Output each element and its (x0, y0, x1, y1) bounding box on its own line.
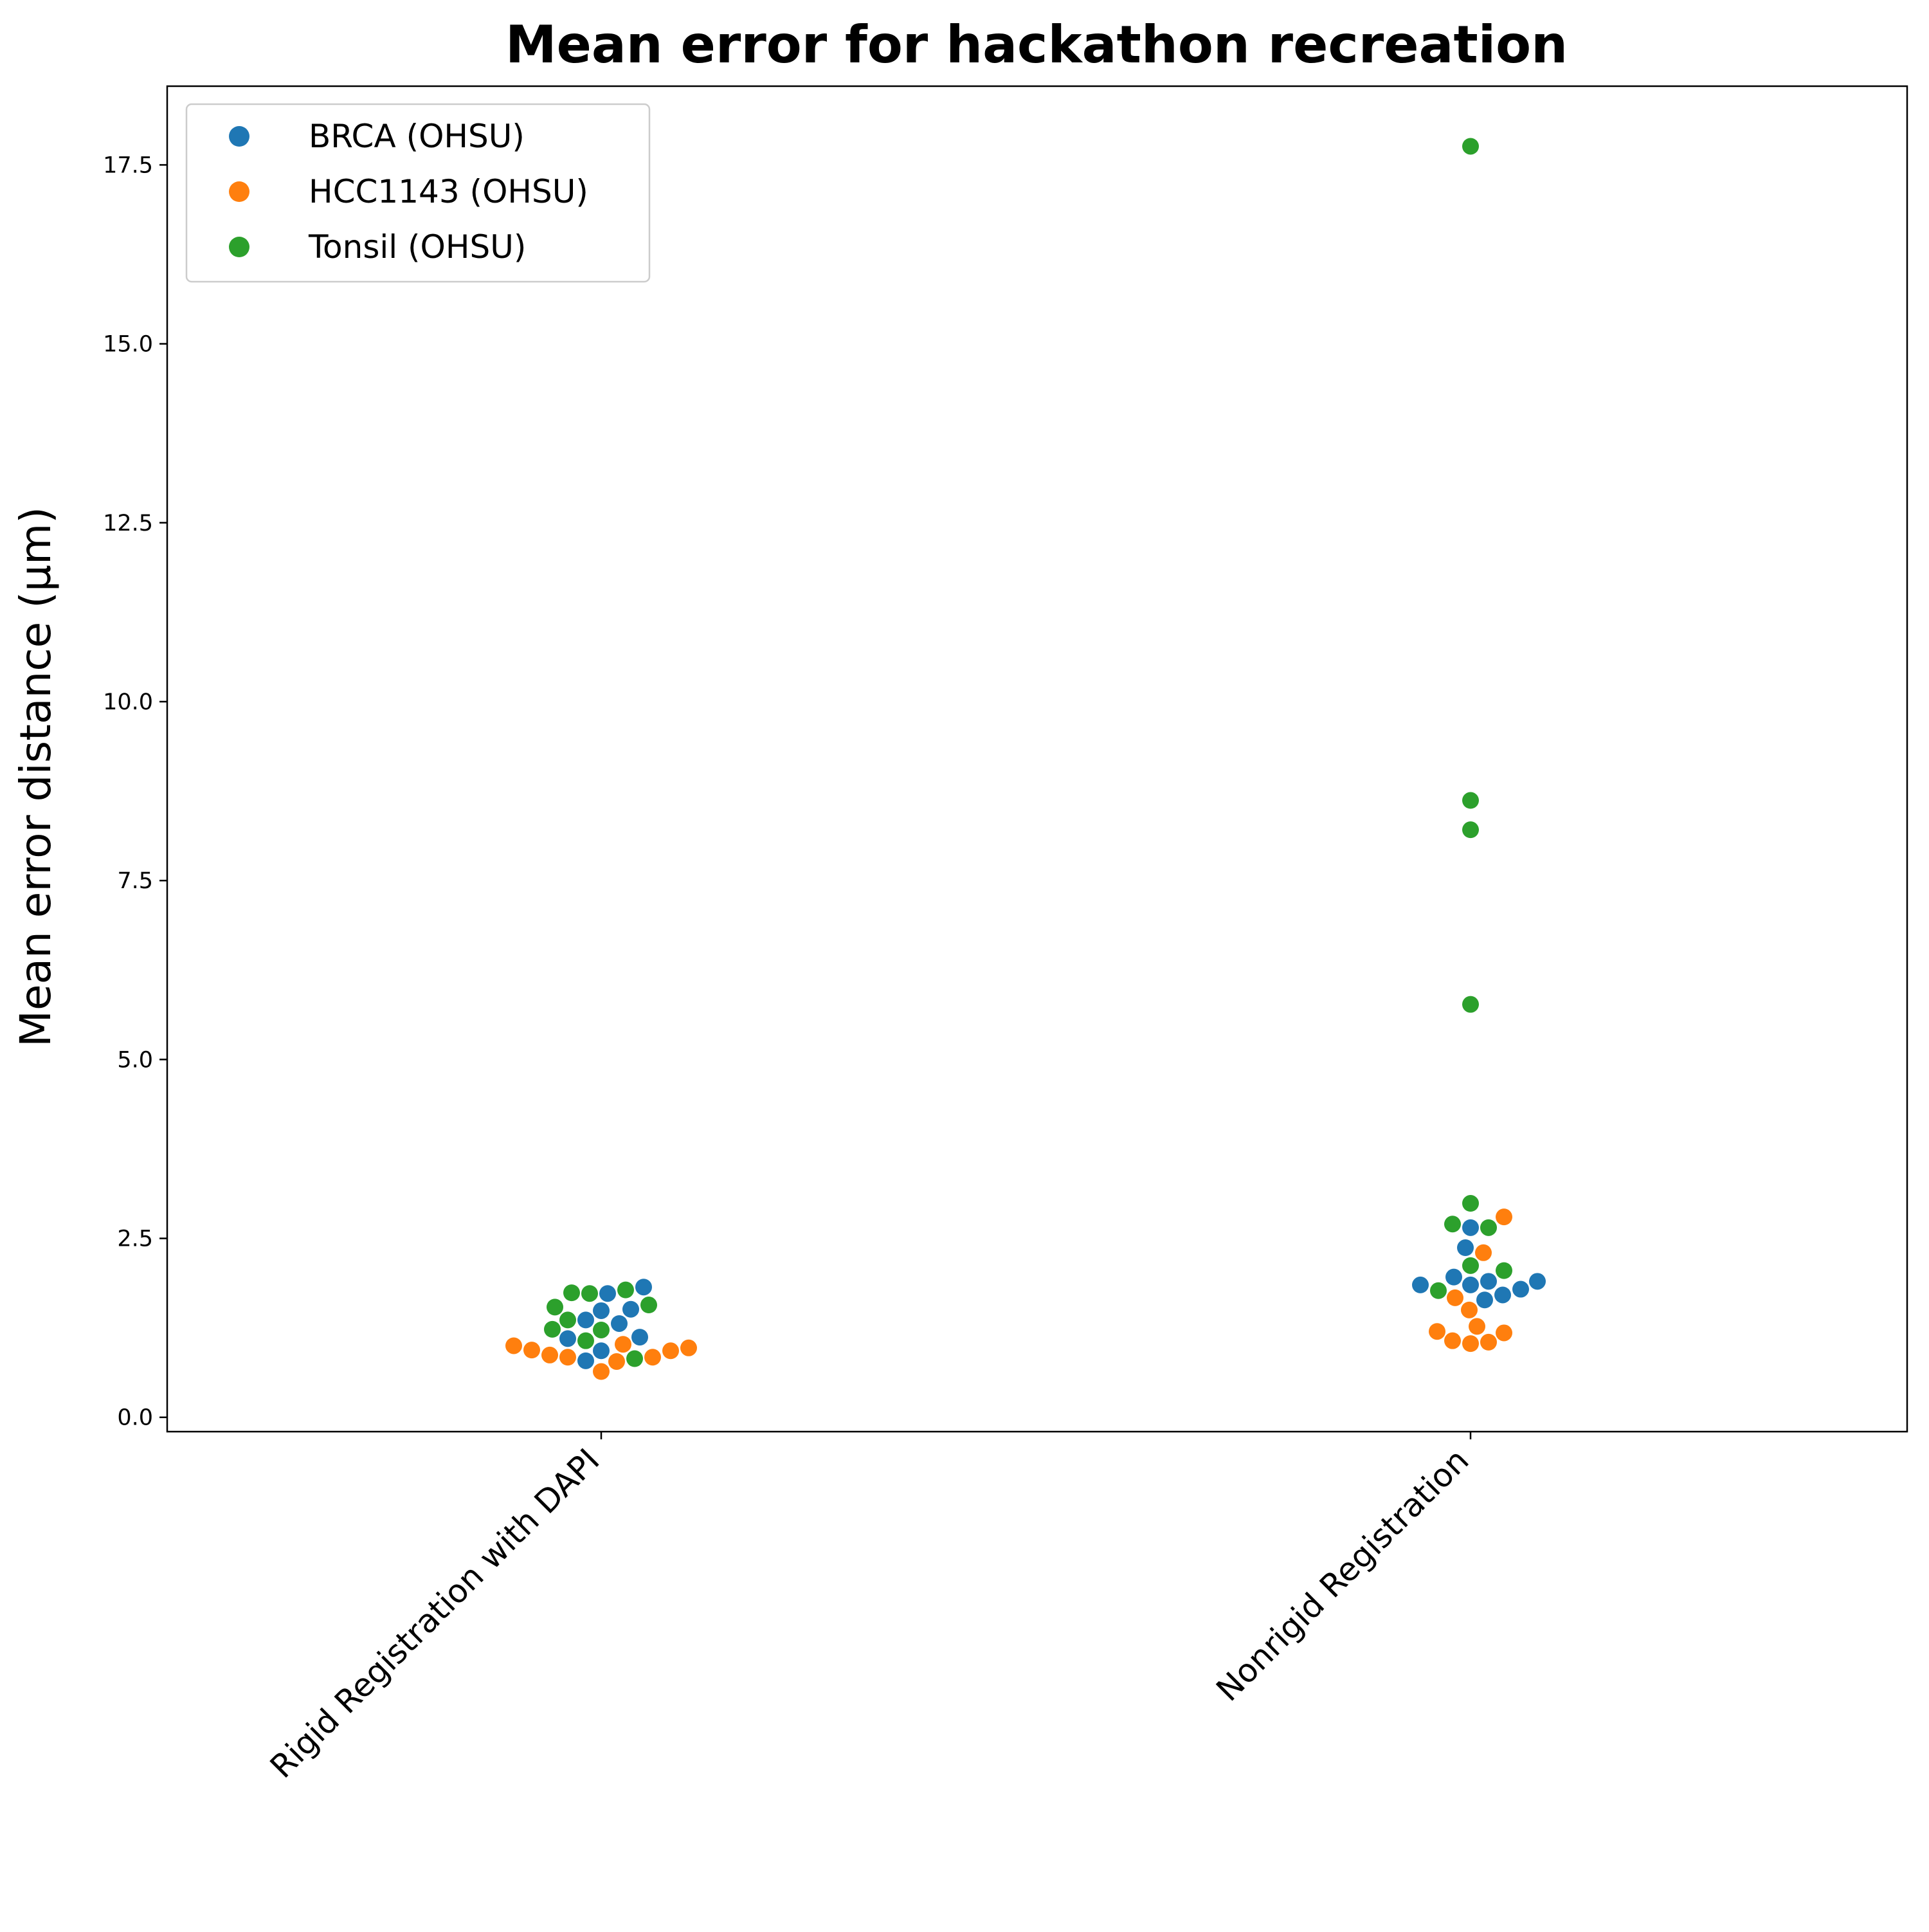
data-point-tonsil-ohsu (1462, 1195, 1479, 1212)
y-tick-label: 0.0 (117, 1405, 153, 1431)
y-tick-label: 17.5 (103, 152, 153, 178)
legend-label: Tonsil (OHSU) (308, 228, 526, 266)
data-point-brca-ohsu (622, 1300, 639, 1318)
data-point-tonsil-ohsu (1462, 996, 1479, 1013)
y-tick-label: 10.0 (103, 689, 153, 715)
data-point-brca-ohsu (1480, 1273, 1497, 1290)
data-point-hcc1143-ohsu (1447, 1289, 1463, 1306)
data-point-brca-ohsu (593, 1342, 610, 1360)
data-point-tonsil-ohsu (1430, 1282, 1447, 1299)
axes-frame (166, 85, 1908, 1433)
data-point-hcc1143-ohsu (1429, 1323, 1445, 1340)
data-point-hcc1143-ohsu (644, 1349, 661, 1366)
data-point-hcc1143-ohsu (505, 1337, 522, 1354)
legend: BRCA (OHSU) HCC1143 (OHSU) Tonsil (OHSU) (185, 103, 651, 283)
data-point-brca-ohsu (1494, 1286, 1511, 1304)
data-point-tonsil-ohsu (593, 1321, 610, 1338)
data-point-hcc1143-ohsu (1461, 1301, 1478, 1318)
data-point-brca-ohsu (631, 1329, 648, 1346)
y-tick-label: 15.0 (103, 332, 153, 358)
legend-marker (229, 126, 249, 147)
data-point-hcc1143-ohsu (608, 1353, 625, 1370)
data-point-brca-ohsu (1529, 1273, 1546, 1290)
data-point-hcc1143-ohsu (1496, 1208, 1512, 1226)
data-point-tonsil-ohsu (626, 1350, 643, 1367)
data-point-hcc1143-ohsu (1469, 1318, 1485, 1335)
data-point-tonsil-ohsu (577, 1332, 594, 1349)
data-point-hcc1143-ohsu (559, 1349, 576, 1366)
y-tick-label: 12.5 (103, 511, 153, 536)
legend-label: BRCA (OHSU) (309, 118, 525, 155)
data-point-tonsil-ohsu (640, 1297, 657, 1314)
data-point-tonsil-ohsu (547, 1299, 563, 1316)
y-tick-label: 2.5 (117, 1226, 153, 1252)
data-point-tonsil-ohsu (559, 1311, 576, 1329)
data-point-tonsil-ohsu (1496, 1262, 1512, 1279)
y-axis-label: Mean error distance (µm) (11, 507, 60, 1047)
data-point-hcc1143-ohsu (1480, 1333, 1497, 1351)
legend-marker (229, 237, 249, 257)
data-point-tonsil-ohsu (617, 1281, 634, 1299)
data-point-brca-ohsu (635, 1279, 652, 1296)
data-point-hcc1143-ohsu (1496, 1324, 1512, 1342)
data-point-tonsil-ohsu (1462, 1257, 1479, 1274)
data-point-hcc1143-ohsu (615, 1336, 631, 1353)
data-point-brca-ohsu (599, 1285, 616, 1302)
data-point-brca-ohsu (1457, 1239, 1474, 1257)
data-point-brca-ohsu (1462, 1219, 1479, 1236)
data-point-hcc1143-ohsu (1462, 1335, 1479, 1353)
y-tick-label: 5.0 (117, 1047, 153, 1073)
data-point-tonsil-ohsu (1462, 792, 1479, 809)
legend-frame (185, 103, 651, 283)
data-point-hcc1143-ohsu (680, 1339, 697, 1356)
data-point-tonsil-ohsu (1444, 1216, 1461, 1233)
legend-label: HCC1143 (OHSU) (309, 173, 588, 210)
data-point-tonsil-ohsu (1462, 821, 1479, 839)
data-point-brca-ohsu (593, 1302, 610, 1319)
data-point-brca-ohsu (1445, 1268, 1462, 1286)
data-point-tonsil-ohsu (1480, 1219, 1497, 1236)
data-point-tonsil-ohsu (1462, 138, 1479, 155)
legend-marker (229, 181, 249, 202)
data-point-hcc1143-ohsu (1475, 1244, 1492, 1261)
data-point-hcc1143-ohsu (593, 1363, 610, 1380)
data-point-brca-ohsu (611, 1315, 628, 1332)
data-point-brca-ohsu (577, 1311, 594, 1329)
data-point-hcc1143-ohsu (1444, 1332, 1461, 1349)
data-point-brca-ohsu (1512, 1280, 1529, 1298)
data-point-tonsil-ohsu (544, 1320, 561, 1338)
data-point-tonsil-ohsu (581, 1285, 598, 1302)
data-point-brca-ohsu (559, 1330, 576, 1347)
data-point-hcc1143-ohsu (662, 1342, 679, 1360)
data-point-brca-ohsu (1412, 1276, 1429, 1293)
y-tick-label: 7.5 (117, 868, 153, 894)
data-point-brca-ohsu (1476, 1291, 1493, 1309)
data-point-brca-ohsu (577, 1352, 594, 1369)
data-point-hcc1143-ohsu (541, 1346, 558, 1363)
data-point-hcc1143-ohsu (523, 1342, 540, 1359)
chart-title: Mean error for hackathon recreation (505, 15, 1568, 75)
data-point-tonsil-ohsu (563, 1284, 580, 1302)
data-point-brca-ohsu (1462, 1276, 1479, 1293)
